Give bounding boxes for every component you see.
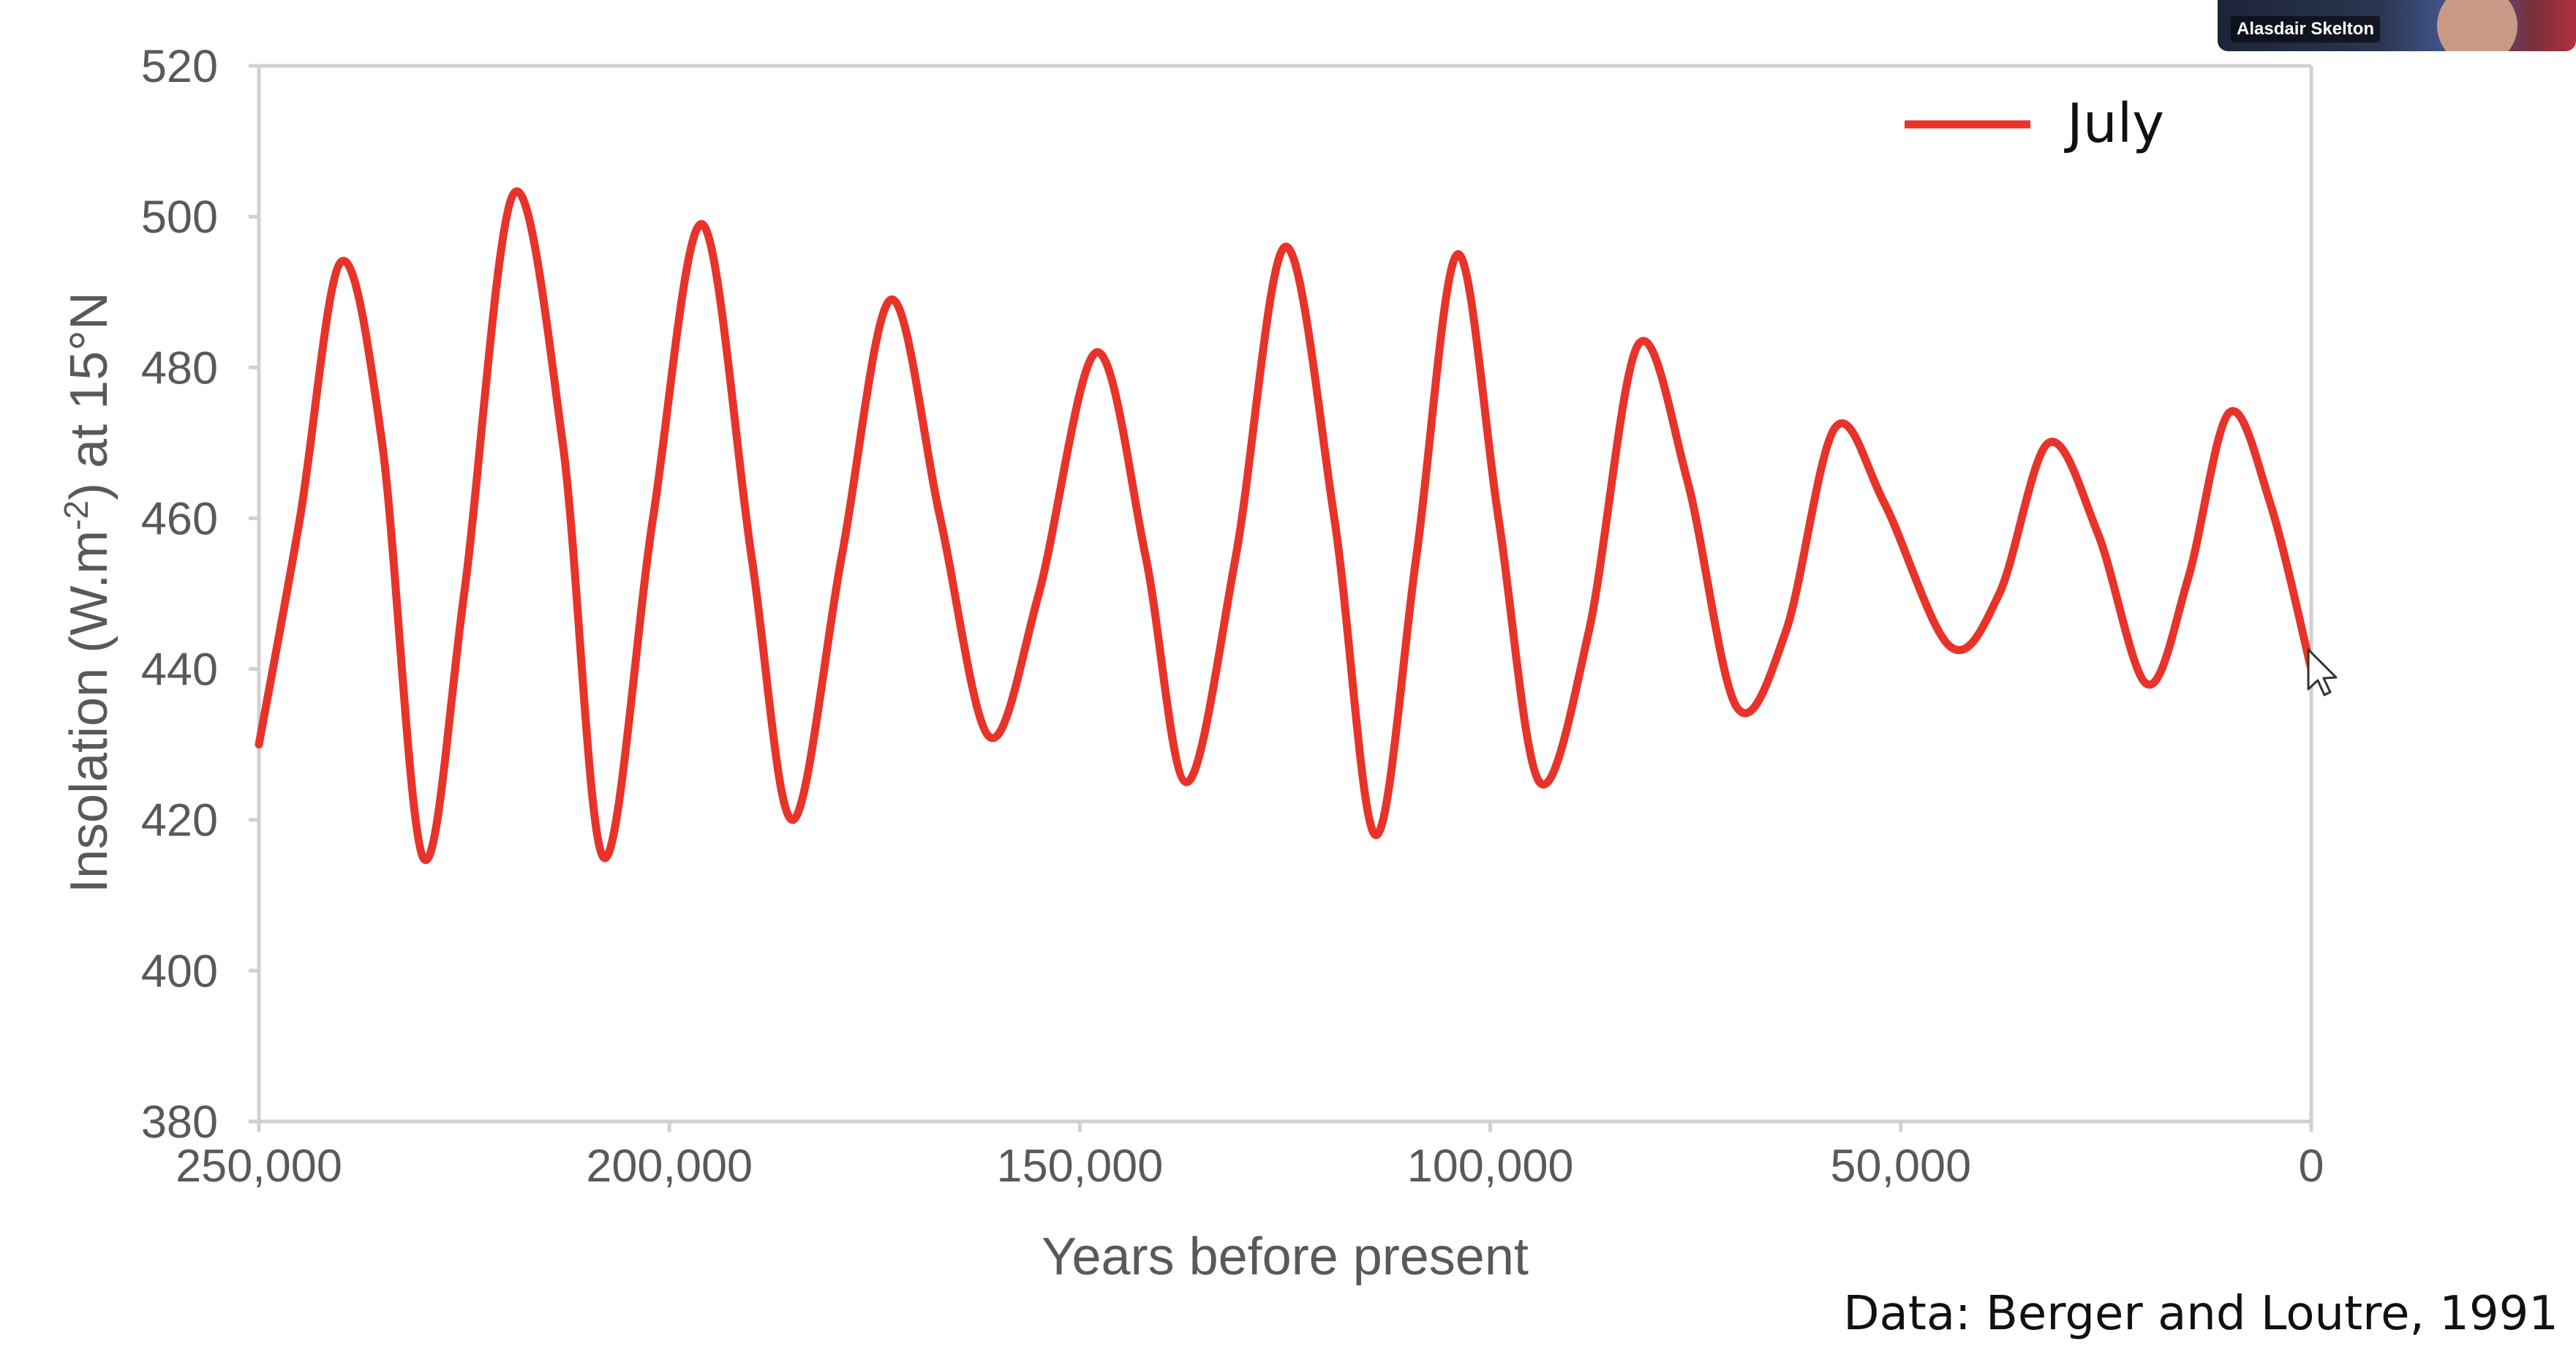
y-tick-label: 480 xyxy=(141,342,218,394)
x-tick-label: 100,000 xyxy=(1407,1141,1574,1192)
y-tick-label: 400 xyxy=(141,946,218,997)
y-axis-title-main: Insolation (W.m xyxy=(60,530,118,893)
series-july-line xyxy=(255,187,2316,864)
legend: July xyxy=(1905,92,2164,155)
y-axis-title-superscript: -2 xyxy=(57,500,95,530)
x-tick-label: 200,000 xyxy=(586,1141,753,1192)
x-axis-title: Years before present xyxy=(1042,1228,1529,1286)
y-axis-title-end: ) at 15°N xyxy=(60,292,118,500)
x-tick-label: 250,000 xyxy=(176,1141,342,1192)
x-tick-label: 150,000 xyxy=(997,1141,1164,1192)
y-tick-label: 420 xyxy=(141,795,218,846)
y-tick-label: 500 xyxy=(141,192,218,243)
participant-video-feed xyxy=(2437,0,2517,51)
y-tick-label: 460 xyxy=(141,493,218,544)
source-note: Data: Berger and Loutre, 1991 xyxy=(1843,1287,2558,1341)
participant-name: Alasdair Skelton xyxy=(2231,16,2381,42)
x-axis-ticks: 250,000 200,000 150,000 100,000 50,000 0 xyxy=(176,1121,2324,1192)
y-tick-label: 520 xyxy=(141,41,218,92)
y-axis-title: Insolation (W.m-2) at 15°N xyxy=(57,292,118,893)
y-tick-label: 440 xyxy=(141,645,218,696)
pointer-cursor-icon xyxy=(2307,648,2338,696)
video-tile[interactable]: Alasdair Skelton xyxy=(2218,0,2576,51)
y-axis-ticks: 380 400 420 440 460 480 500 520 xyxy=(141,41,259,1148)
plot-area xyxy=(257,64,2313,1124)
x-tick-label: 50,000 xyxy=(1830,1141,1971,1192)
y-tick-label: 380 xyxy=(141,1097,218,1148)
x-tick-label: 0 xyxy=(2298,1141,2324,1192)
legend-label-july: July xyxy=(2064,92,2164,155)
